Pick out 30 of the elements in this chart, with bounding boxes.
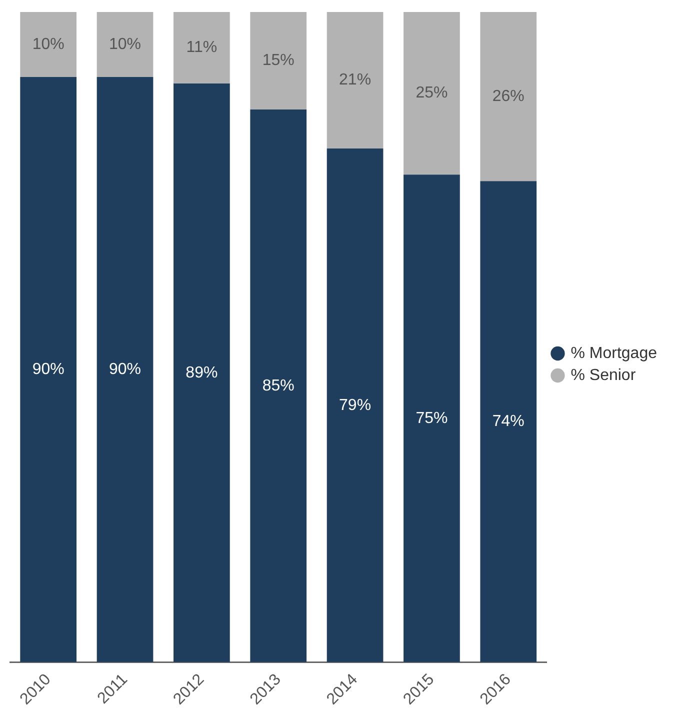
data-label: 25% <box>416 84 448 102</box>
bar <box>250 110 307 662</box>
data-label: 89% <box>186 364 218 382</box>
bar <box>250 12 307 110</box>
bar <box>480 181 537 662</box>
data-label: 10% <box>109 36 142 53</box>
bar <box>404 174 460 662</box>
bar <box>20 77 77 662</box>
bar <box>326 12 384 149</box>
data-label: 90% <box>109 361 142 378</box>
legend-label: % Mortgage <box>570 344 658 362</box>
legend-label: % Senior <box>570 366 636 384</box>
bar <box>96 77 154 662</box>
bar <box>404 12 460 175</box>
data-label: 74% <box>492 413 524 430</box>
bar <box>480 12 537 182</box>
bar <box>96 12 154 78</box>
data-label: 85% <box>262 377 294 394</box>
bar <box>326 148 384 662</box>
data-label: 11% <box>186 39 218 56</box>
bar <box>174 84 230 662</box>
data-label: 75% <box>416 410 448 427</box>
data-label: 15% <box>262 52 294 70</box>
data-label: 21% <box>339 72 372 89</box>
bar <box>174 12 230 84</box>
bar <box>20 12 77 78</box>
data-label: 26% <box>492 88 524 105</box>
data-label: 10% <box>32 36 64 53</box>
data-label: 90% <box>32 361 64 378</box>
data-label: 79% <box>339 396 372 414</box>
